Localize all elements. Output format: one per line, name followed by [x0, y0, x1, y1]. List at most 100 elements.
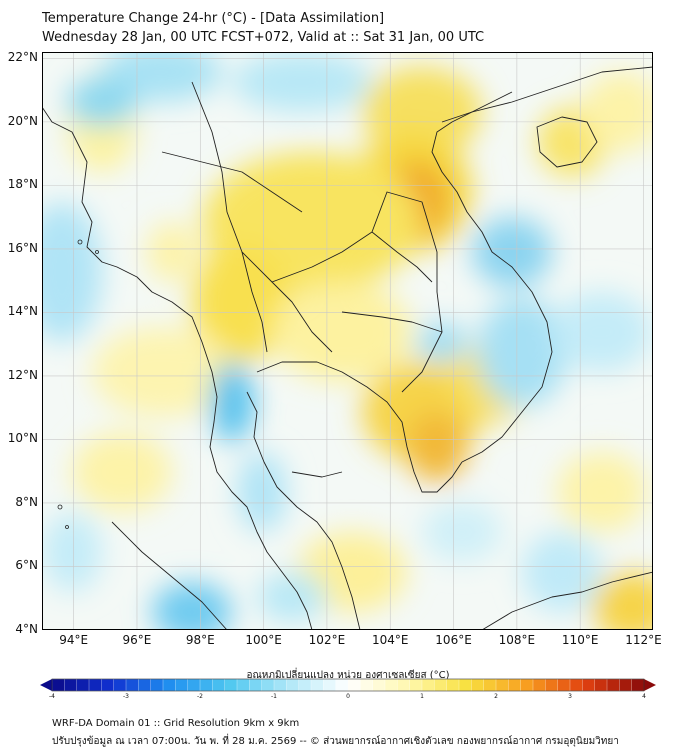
map-panel — [42, 52, 653, 630]
update-credit: ปรับปรุงข้อมูล ณ เวลา 07:00น. วัน พ. ที่… — [52, 736, 619, 747]
west-coast — [42, 106, 313, 630]
border-malaysia — [291, 471, 343, 478]
colorbar-segments — [51, 678, 645, 692]
map-subtitle: Wednesday 28 Jan, 00 UTC FCST+072, Valid… — [42, 30, 485, 45]
map-frame — [42, 52, 653, 630]
colorbar-tick: 0 — [346, 693, 350, 700]
colorbar-segment — [495, 678, 509, 692]
border-thailand-laos — [191, 81, 443, 393]
gulf-coast — [256, 361, 463, 493]
colorbar-segment — [64, 678, 78, 692]
borneo-coast — [481, 571, 653, 630]
sumatra-coast — [111, 521, 228, 630]
colorbar-segment — [434, 678, 448, 692]
lat-label-22n: 22°N — [7, 50, 38, 65]
island — [77, 239, 83, 245]
colorbar-segment — [360, 678, 374, 692]
colorbar-tick: 2 — [494, 693, 498, 700]
lat-label-8n: 8°N — [15, 494, 38, 509]
colorbar-segment — [384, 678, 398, 692]
colorbar-segment — [224, 678, 238, 692]
colorbar-segment — [175, 678, 189, 692]
lat-label-18n: 18°N — [7, 177, 38, 192]
colorbar-segment — [249, 678, 263, 692]
colorbar-segment — [458, 678, 472, 692]
colorbar-segment — [51, 678, 65, 692]
coastlines-and-borders — [42, 66, 653, 630]
lat-label-16n: 16°N — [7, 240, 38, 255]
border-cambodia — [341, 311, 443, 333]
lon-label-106e: 106°E — [435, 633, 472, 647]
colorbar-tick: -1 — [271, 693, 277, 700]
lon-label-102e: 102°E — [308, 633, 346, 647]
colorbar-segment — [236, 678, 250, 692]
colorbar-tick: 3 — [568, 693, 572, 700]
temperature-field — [42, 52, 653, 630]
colorbar-segment — [569, 678, 583, 692]
lon-label-100e: 100°E — [245, 633, 282, 647]
lat-label-14n: 14°N — [7, 304, 38, 319]
colorbar-tick: 1 — [420, 693, 424, 700]
colorbar-segment — [212, 678, 226, 692]
lat-label-4n: 4°N — [15, 622, 38, 636]
map-title: Temperature Change 24-hr (°C) - [Data As… — [42, 11, 385, 26]
graticule — [42, 52, 653, 630]
colorbar-segment — [483, 678, 497, 692]
colorbar-tick: -4 — [49, 693, 55, 700]
lon-label-94e: 94°E — [59, 633, 89, 647]
colorbar-segment — [101, 678, 115, 692]
colorbar-segment — [199, 678, 213, 692]
colorbar-segment — [372, 678, 386, 692]
colorbar-segment — [582, 678, 596, 692]
colorbar-outline — [51, 678, 645, 692]
island — [95, 250, 99, 254]
colorbar-segment — [594, 678, 608, 692]
lon-label-112e: 112°E — [625, 633, 662, 647]
colorbar-segment — [471, 678, 485, 692]
colorbar-segment — [508, 678, 522, 692]
colorbar-segment — [88, 678, 102, 692]
colorbar-segment — [557, 678, 571, 692]
colorbar-segment — [409, 678, 423, 692]
colorbar-segment — [323, 678, 337, 692]
lon-label-104e: 104°E — [371, 633, 409, 647]
colorbar-title: อุณหภูมิเปลี่ยนแปลง หน่วย องศาเซลเซียส (… — [246, 670, 450, 681]
lon-label-98e: 98°E — [185, 633, 215, 647]
colorbar-tick: 4 — [642, 693, 646, 700]
colorbar-tick: -2 — [197, 693, 203, 700]
colorbar-segment — [286, 678, 300, 692]
temperature-change-map — [42, 52, 653, 630]
border-internal-east — [371, 231, 433, 283]
colorbar-segment — [298, 678, 312, 692]
border-myanmar-thailand — [241, 251, 268, 353]
lat-label-6n: 6°N — [15, 558, 38, 573]
lon-label-108e: 108°E — [498, 633, 536, 647]
colorbar-segment — [619, 678, 633, 692]
lon-label-96e: 96°E — [122, 633, 152, 647]
island — [57, 504, 63, 510]
hainan-island — [536, 116, 598, 168]
colorbar-segment — [606, 678, 620, 692]
colorbar-segment — [261, 678, 275, 692]
colorbar-segment — [532, 678, 546, 692]
islands — [57, 239, 99, 529]
colorbar-segment — [347, 678, 361, 692]
colorbar-segment — [125, 678, 139, 692]
colorbar-segment — [273, 678, 287, 692]
colorbar-min-arrow — [40, 679, 52, 691]
lat-label-12n: 12°N — [7, 367, 38, 382]
colorbar-segment — [421, 678, 435, 692]
peninsula-east-coast — [246, 391, 361, 630]
lon-label-110e: 110°E — [561, 633, 599, 647]
lat-label-10n: 10°N — [7, 431, 38, 446]
colorbar — [40, 678, 656, 692]
model-info: WRF-DA Domain 01 :: Grid Resolution 9km … — [52, 718, 300, 729]
colorbar-segment — [150, 678, 164, 692]
colorbar-segment — [520, 678, 534, 692]
colorbar-segment — [631, 678, 645, 692]
lat-label-20n: 20°N — [7, 113, 38, 128]
border-internal-north — [161, 151, 303, 213]
border-internal-central — [271, 281, 333, 353]
colorbar-segment — [446, 678, 460, 692]
colorbar-max-arrow — [644, 679, 656, 691]
